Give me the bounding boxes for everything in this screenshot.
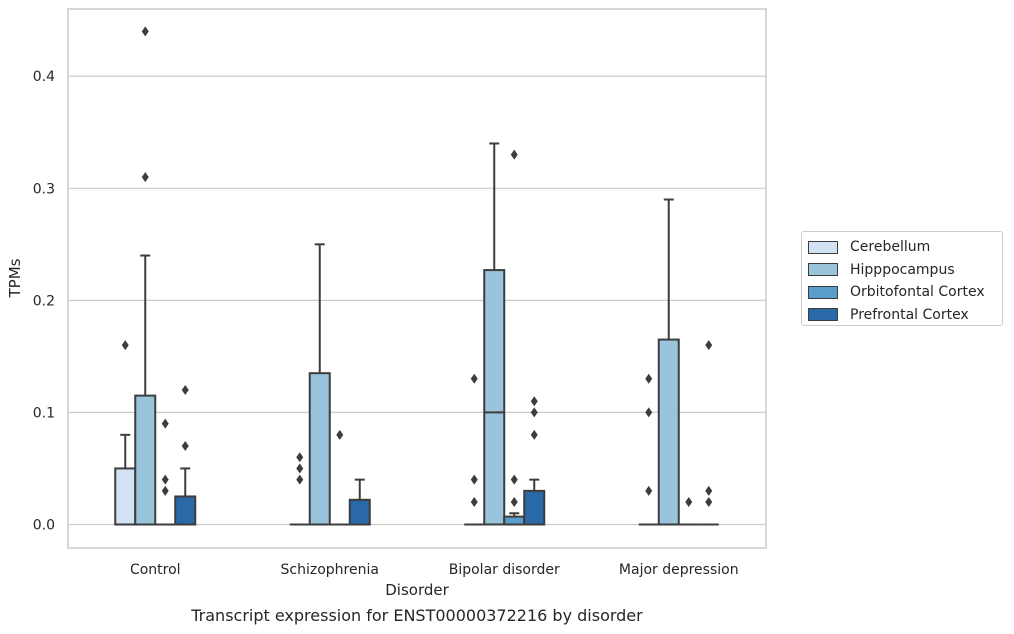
box-cerebellum (638, 373, 659, 526)
y-tick-label: 0.1 (33, 405, 55, 421)
legend-label-cerebellum: Cerebellum (850, 239, 931, 256)
box-hipppocampus (308, 243, 331, 526)
x-tick-label: Control (130, 562, 181, 578)
outlier-point (645, 407, 653, 418)
y-tick-label: 0.3 (33, 181, 55, 197)
legend-item-prefrontal: Prefrontal Cortex (808, 304, 1002, 327)
outlier-point (510, 474, 518, 485)
plot-area-frame (67, 8, 767, 549)
outlier-point (645, 485, 653, 496)
box-orbitofontal-cortex (503, 149, 526, 526)
box-hipppocampus (134, 26, 157, 526)
axis-tick-labels: 0.0 0.1 0.2 0.3 0.4 Control Schizophrenia Bipol… (33, 69, 739, 578)
outlier-point (181, 441, 189, 452)
y-axis-label: TPMs (6, 258, 24, 298)
outlier-point (510, 497, 518, 508)
legend-label-orbitofrontal: Orbitofontal Cortex (850, 284, 985, 301)
box-body (657, 338, 680, 526)
chart-caption: Transcript expression for ENST0000037221… (191, 606, 643, 625)
legend: Cerebellum Hipppocampus Orbitofontal Cor… (801, 231, 1003, 326)
box-cerebellum (289, 452, 310, 526)
outlier-point (510, 149, 518, 160)
box-body (308, 372, 331, 526)
outlier-point (470, 373, 478, 384)
outlier-point (705, 340, 713, 351)
outlier-point (161, 474, 169, 485)
box-hipppocampus (657, 198, 680, 526)
box-body (134, 394, 157, 526)
x-tick-label: Bipolar disorder (449, 562, 560, 578)
box-body (483, 269, 506, 526)
outlier-point (161, 485, 169, 496)
outlier-point (645, 373, 653, 384)
legend-label-prefrontal: Prefrontal Cortex (850, 306, 969, 323)
outlier-point (141, 172, 149, 183)
outlier-point (296, 463, 304, 474)
x-tick-label: Major depression (619, 562, 739, 578)
legend-swatch-cerebellum (808, 240, 838, 254)
legend-item-hippocampus: Hipppocampus (808, 259, 1002, 282)
outlier-point (336, 429, 344, 440)
outlier-point (296, 474, 304, 485)
box-body (114, 467, 137, 526)
legend-item-orbitofrontal: Orbitofontal Cortex (808, 281, 1002, 304)
outlier-point (530, 429, 538, 440)
legend-label-hippocampus: Hipppocampus (850, 261, 955, 278)
box-body (348, 498, 371, 526)
outlier-point (705, 497, 713, 508)
outlier-point (685, 497, 693, 508)
outlier-point (121, 340, 129, 351)
outlier-point (470, 474, 478, 485)
outlier-point (181, 384, 189, 395)
x-axis-label: Disorder (385, 581, 449, 599)
outlier-point (530, 407, 538, 418)
box-body (503, 515, 526, 526)
y-tick-label: 0.0 (33, 517, 55, 533)
legend-swatch-orbitofrontal (808, 285, 838, 299)
y-tick-label: 0.2 (33, 293, 55, 309)
y-tick-label: 0.4 (33, 69, 55, 85)
box-body (174, 495, 197, 526)
outlier-point (705, 485, 713, 496)
box-prefrontal-cortex (174, 384, 197, 526)
box-series (114, 26, 719, 526)
box-cerebellum (114, 340, 137, 526)
legend-swatch-hippocampus (808, 263, 838, 277)
box-cerebellum (464, 373, 485, 526)
box-hipppocampus (483, 142, 506, 526)
legend-swatch-prefrontal (808, 308, 838, 322)
legend-item-cerebellum: Cerebellum (808, 236, 1002, 259)
box-orbitofontal-cortex (678, 497, 699, 526)
x-tick-label: Schizophrenia (281, 562, 379, 578)
box-body (523, 489, 546, 526)
outlier-point (530, 396, 538, 407)
outlier-point (470, 497, 478, 508)
outlier-point (296, 452, 304, 463)
box-orbitofontal-cortex (155, 418, 176, 526)
outlier-point (161, 418, 169, 429)
box-prefrontal-cortex (523, 396, 546, 526)
box-orbitofontal-cortex (329, 429, 350, 526)
outlier-point (141, 26, 149, 37)
box-prefrontal-cortex (348, 478, 371, 526)
box-prefrontal-cortex (698, 340, 719, 526)
